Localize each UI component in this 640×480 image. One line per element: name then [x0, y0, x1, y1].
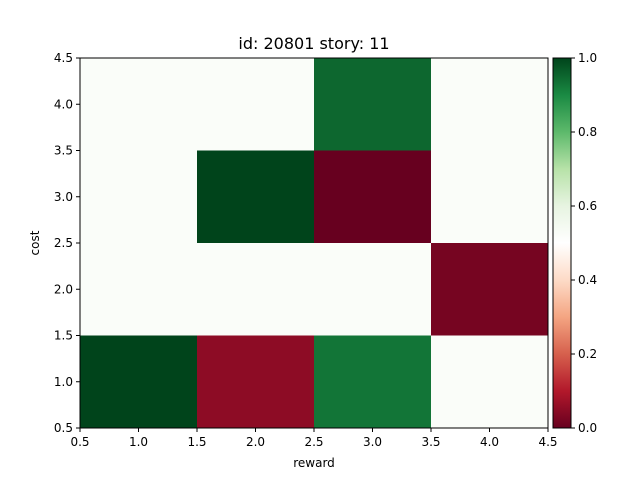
heatmap-cell	[197, 243, 314, 336]
heatmap-cells	[80, 58, 548, 428]
y-tick-label: 1.5	[54, 329, 73, 343]
heatmap-cell	[431, 150, 548, 243]
heatmap-cell	[314, 150, 431, 243]
colorbar-tick-label: 0.0	[578, 421, 597, 435]
heatmap-cell	[197, 150, 314, 243]
x-tick-label: 3.5	[421, 435, 440, 449]
y-tick-label: 2.0	[54, 282, 73, 296]
colorbar	[552, 57, 572, 429]
y-tick-label: 4.0	[54, 97, 73, 111]
colorbar-tick-label: 0.8	[578, 125, 597, 139]
y-tick-label: 0.5	[54, 421, 73, 435]
heatmap-cell	[314, 58, 431, 151]
y-axis-ticks: 0.5 1.0 1.5 2.0 2.5 3.0 3.5 4.0 4.5	[54, 51, 80, 435]
x-tick-label: 4.0	[480, 435, 499, 449]
heatmap-cell	[80, 58, 197, 151]
x-axis-ticks: 0.5 1.0 1.5 2.0 2.5 3.0 3.5 4.0 4.5	[70, 428, 558, 449]
heatmap-cell	[431, 58, 548, 151]
heatmap-cell	[431, 243, 548, 336]
heatmap-cell	[431, 335, 548, 428]
x-tick-label: 4.5	[538, 435, 557, 449]
heatmap-cell	[80, 150, 197, 243]
heatmap-cell	[314, 335, 431, 428]
x-tick-label: 1.5	[187, 435, 206, 449]
y-tick-label: 1.0	[54, 375, 73, 389]
x-axis-label: reward	[293, 456, 335, 470]
x-tick-label: 0.5	[70, 435, 89, 449]
plot-frame	[79, 57, 549, 429]
colorbar-tick-label: 1.0	[578, 51, 597, 65]
y-axis-label: cost	[28, 230, 42, 255]
y-tick-label: 3.0	[54, 190, 73, 204]
heatmap-cell	[80, 335, 197, 428]
colorbar-tick-label: 0.6	[578, 199, 597, 213]
x-tick-label: 1.0	[129, 435, 148, 449]
y-tick-label: 2.5	[54, 236, 73, 250]
colorbar-tick-label: 0.2	[578, 347, 597, 361]
y-tick-label: 4.5	[54, 51, 73, 65]
heatmap-cell	[314, 243, 431, 336]
heatmap-cell	[197, 58, 314, 151]
chart-title: id: 20801 story: 11	[238, 34, 389, 53]
colorbar-ticks: 0.0 0.2 0.4 0.6 0.8 1.0	[571, 51, 597, 435]
x-tick-label: 3.0	[363, 435, 382, 449]
x-tick-label: 2.0	[246, 435, 265, 449]
x-tick-label: 2.5	[304, 435, 323, 449]
heatmap-cell	[197, 335, 314, 428]
y-tick-label: 3.5	[54, 144, 73, 158]
heatmap-cell	[80, 243, 197, 336]
colorbar-tick-label: 0.4	[578, 273, 597, 287]
